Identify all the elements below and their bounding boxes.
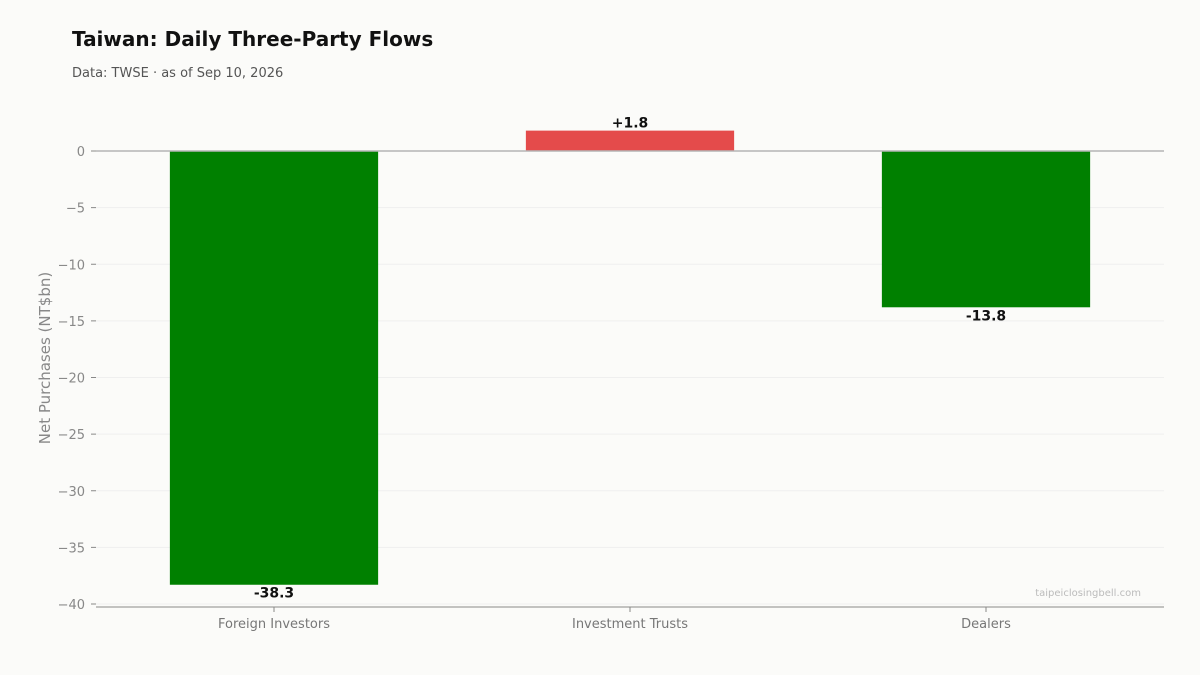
y-tick-label: −40 xyxy=(58,598,85,613)
data-label: -13.8 xyxy=(966,308,1006,324)
y-tick-label: 0 xyxy=(77,145,85,160)
y-tick-label: −20 xyxy=(58,372,85,387)
bar-dealers xyxy=(881,151,1091,308)
y-tick-label: −25 xyxy=(58,428,85,443)
bars xyxy=(169,130,1091,585)
chart-subtitle: Data: TWSE · as of Sep 10, 2026 xyxy=(72,66,284,81)
y-tick-labels: 0 −5 −10 −15 −20 −25 −30 −35 −40 xyxy=(58,145,96,613)
x-tick-label: Dealers xyxy=(961,617,1011,632)
bar-foreign-investors xyxy=(169,151,379,585)
x-tick-label: Foreign Investors xyxy=(218,617,330,632)
chart-title: Taiwan: Daily Three-Party Flows xyxy=(72,27,434,51)
x-tick-labels: Foreign Investors Investment Trusts Dealer… xyxy=(218,607,1011,632)
y-tick-label: −15 xyxy=(58,315,85,330)
x-tick-label: Investment Trusts xyxy=(572,617,688,632)
watermark-text: taipeiclosingbell.com xyxy=(1035,588,1141,599)
data-labels: -38.3 +1.8 -13.8 xyxy=(254,116,1006,602)
y-tick-label: −10 xyxy=(58,258,85,273)
bar-investment-trusts xyxy=(525,130,735,151)
y-tick-label: −30 xyxy=(58,485,85,500)
y-tick-label: −5 xyxy=(66,202,85,217)
y-tick-label: −35 xyxy=(58,541,85,556)
data-label: +1.8 xyxy=(612,116,649,132)
y-axis-title: Net Purchases (NT$bn) xyxy=(36,272,54,444)
data-label: -38.3 xyxy=(254,586,294,602)
